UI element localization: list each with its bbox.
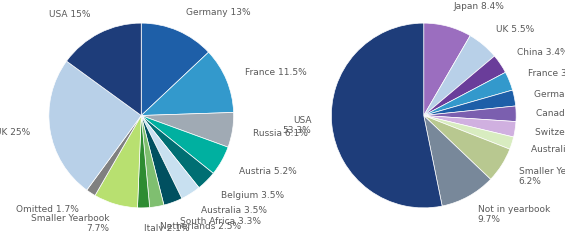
Text: France 11.5%: France 11.5% <box>245 68 307 77</box>
Text: UK 25%: UK 25% <box>0 128 30 137</box>
Text: Switzerland 2.7%: Switzerland 2.7% <box>535 128 565 137</box>
Wedge shape <box>95 116 141 208</box>
Text: Germany 2.8%: Germany 2.8% <box>534 90 565 99</box>
Text: Not in yearbook
9.7%: Not in yearbook 9.7% <box>478 205 550 224</box>
Text: South Africa 3.3%: South Africa 3.3% <box>180 217 261 226</box>
Wedge shape <box>141 116 164 207</box>
Wedge shape <box>424 116 510 179</box>
Wedge shape <box>331 23 442 208</box>
Text: Germany 13%: Germany 13% <box>186 8 251 17</box>
Text: Austria 5.2%: Austria 5.2% <box>240 167 297 176</box>
Wedge shape <box>424 116 490 206</box>
Wedge shape <box>424 56 506 116</box>
Text: Omitted 1.7%: Omitted 1.7% <box>16 205 79 214</box>
Text: USA
53.3%: USA 53.3% <box>282 116 311 135</box>
Text: USA 15%: USA 15% <box>49 10 91 19</box>
Wedge shape <box>137 116 150 208</box>
Text: Smaller Yearbook
7.7%: Smaller Yearbook 7.7% <box>31 214 110 231</box>
Text: Smaller Yearbook
6.2%: Smaller Yearbook 6.2% <box>519 167 565 186</box>
Wedge shape <box>424 106 516 122</box>
Wedge shape <box>424 72 512 116</box>
Wedge shape <box>87 116 141 195</box>
Text: Italy 2.1%: Italy 2.1% <box>144 224 189 231</box>
Wedge shape <box>141 116 182 205</box>
Text: Australia 2.2%: Australia 2.2% <box>531 145 565 154</box>
Text: China 3.4%: China 3.4% <box>518 48 565 57</box>
Wedge shape <box>141 116 228 173</box>
Wedge shape <box>141 116 214 188</box>
Text: Canada 2.7%: Canada 2.7% <box>536 109 565 118</box>
Text: Australia 3.5%: Australia 3.5% <box>201 206 267 215</box>
Text: Belgium 3.5%: Belgium 3.5% <box>221 191 284 200</box>
Wedge shape <box>424 116 516 137</box>
Wedge shape <box>141 52 233 116</box>
Text: Russia 6.1%: Russia 6.1% <box>253 129 307 138</box>
Wedge shape <box>424 23 470 116</box>
Wedge shape <box>424 90 516 116</box>
Text: Netherlands 2.5%: Netherlands 2.5% <box>160 222 241 231</box>
Wedge shape <box>141 116 199 198</box>
Wedge shape <box>141 112 234 147</box>
Wedge shape <box>141 23 208 116</box>
Text: UK 5.5%: UK 5.5% <box>497 25 534 34</box>
Text: Japan 8.4%: Japan 8.4% <box>453 2 504 11</box>
Wedge shape <box>424 116 514 149</box>
Text: France 3.3%: France 3.3% <box>528 69 565 78</box>
Wedge shape <box>49 61 141 190</box>
Wedge shape <box>424 36 494 115</box>
Wedge shape <box>67 23 141 116</box>
